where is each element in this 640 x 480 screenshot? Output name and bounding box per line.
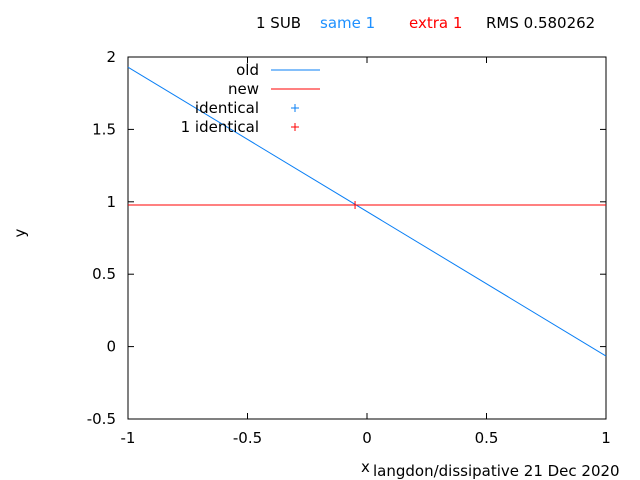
x-tick-label: 0: [362, 429, 372, 447]
y-tick-label: 2: [106, 48, 116, 66]
legend-label: 1 identical: [181, 118, 259, 136]
footer-credit: langdon/dissipative 21 Dec 2020: [373, 462, 620, 480]
header-sub: 1 SUB: [256, 14, 301, 32]
legend-marker: [291, 104, 299, 112]
x-axis-label: x: [361, 458, 370, 476]
legend-label: new: [228, 80, 259, 98]
y-tick-label: 1: [106, 193, 116, 211]
legend-label: old: [236, 61, 259, 79]
y-tick-label: 1.5: [92, 120, 116, 138]
y-axis-label: y: [11, 228, 29, 237]
x-tick-label: 1: [601, 429, 611, 447]
y-tick-label: 0.5: [92, 265, 116, 283]
header-rms: RMS 0.580262: [486, 14, 595, 32]
y-tick-label: -0.5: [87, 410, 116, 428]
x-tick-label: -0.5: [233, 429, 262, 447]
x-tick-label: 0.5: [475, 429, 499, 447]
y-tick-label: 0: [106, 338, 116, 356]
header-extra: extra 1: [409, 14, 462, 32]
x-tick-label: -1: [121, 429, 136, 447]
legend-label: identical: [195, 99, 259, 117]
header-same: same 1: [320, 14, 375, 32]
point-1-identical: [351, 200, 360, 209]
legend-marker: [291, 123, 299, 131]
series-old: [127, 66, 607, 357]
